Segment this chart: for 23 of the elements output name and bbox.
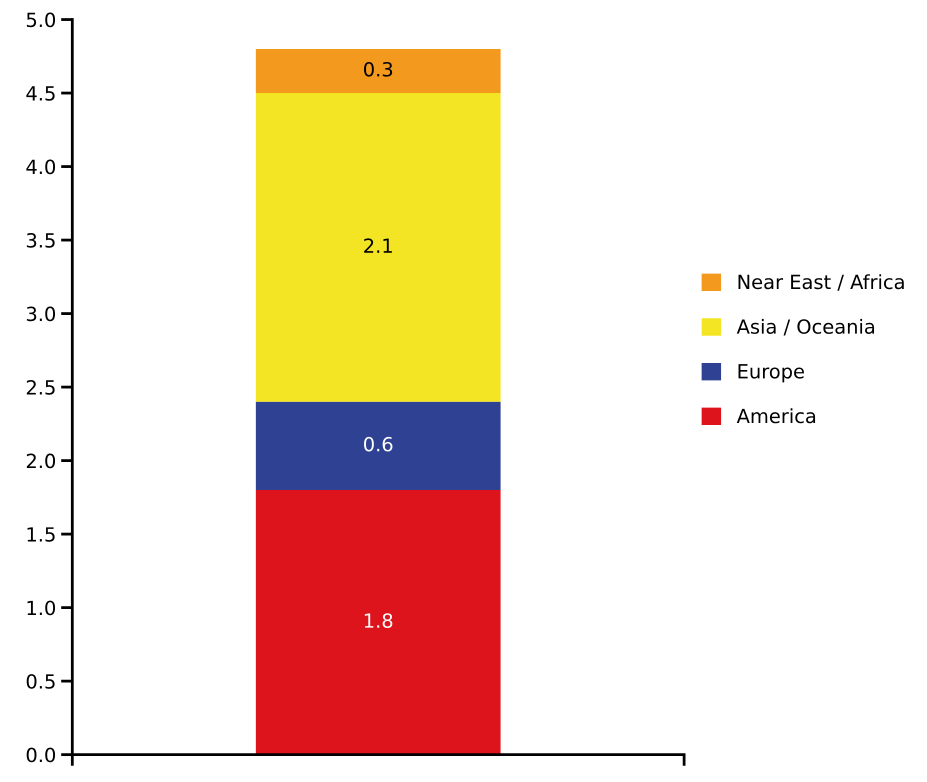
- data-label: 0.6: [364, 436, 392, 452]
- bar: [256, 48, 501, 94]
- y-tick-label: 4.0: [26, 160, 56, 174]
- legend-label: Near East / Africa: [738, 274, 904, 291]
- y-tick-label: 2.5: [26, 380, 55, 395]
- y-tick-label: 3.0: [26, 306, 56, 322]
- bar: [256, 402, 501, 490]
- bar: [256, 490, 501, 755]
- y-tick-label: 4.5: [26, 86, 55, 101]
- data-label: 1.8: [364, 613, 392, 628]
- y-tick-label: 1.5: [28, 527, 55, 542]
- y-tick-label: 5.0: [26, 12, 56, 28]
- bar: [256, 93, 501, 402]
- y-tick-label: 0.5: [26, 674, 55, 689]
- data-label: 2.1: [364, 238, 392, 253]
- y-tick-label: 1.0: [28, 600, 56, 616]
- legend-label: America: [736, 408, 816, 424]
- legend-label: Asia / Oceania: [736, 318, 874, 336]
- y-tick-label: 3.5: [26, 233, 55, 248]
- legend-label: Europe: [738, 364, 804, 382]
- y-tick-label: 2.0: [26, 454, 56, 468]
- data-label: 0.3: [364, 62, 392, 77]
- y-tick-label: 0.0: [26, 748, 56, 762]
